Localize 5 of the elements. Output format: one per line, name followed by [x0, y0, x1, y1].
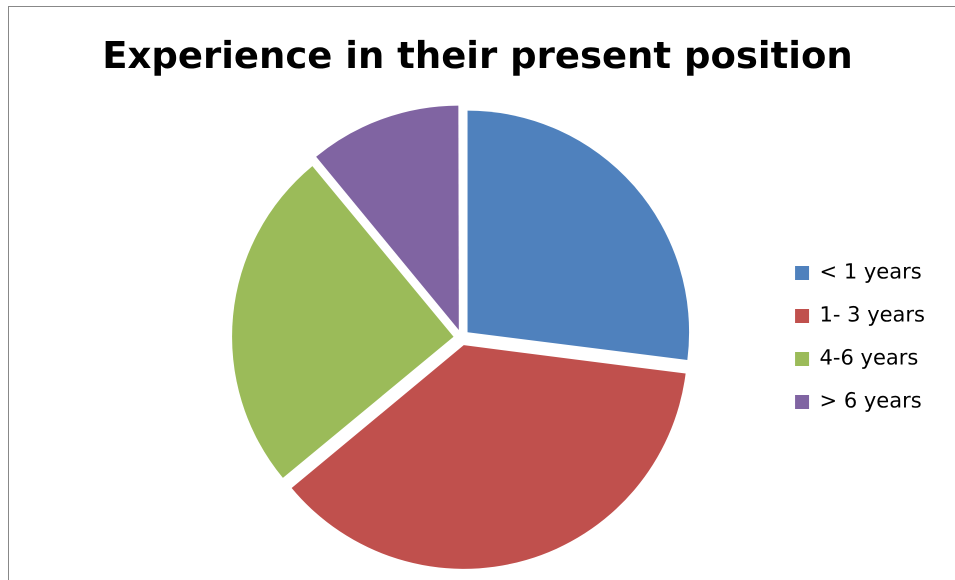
legend-label: 4-6 years	[820, 345, 918, 370]
chart-title: Experience in their present position	[101, 34, 854, 77]
legend-label: > 6 years	[820, 388, 922, 412]
legend-label: < 1 years	[820, 259, 922, 284]
legend-label: 1- 3 years	[820, 302, 926, 326]
